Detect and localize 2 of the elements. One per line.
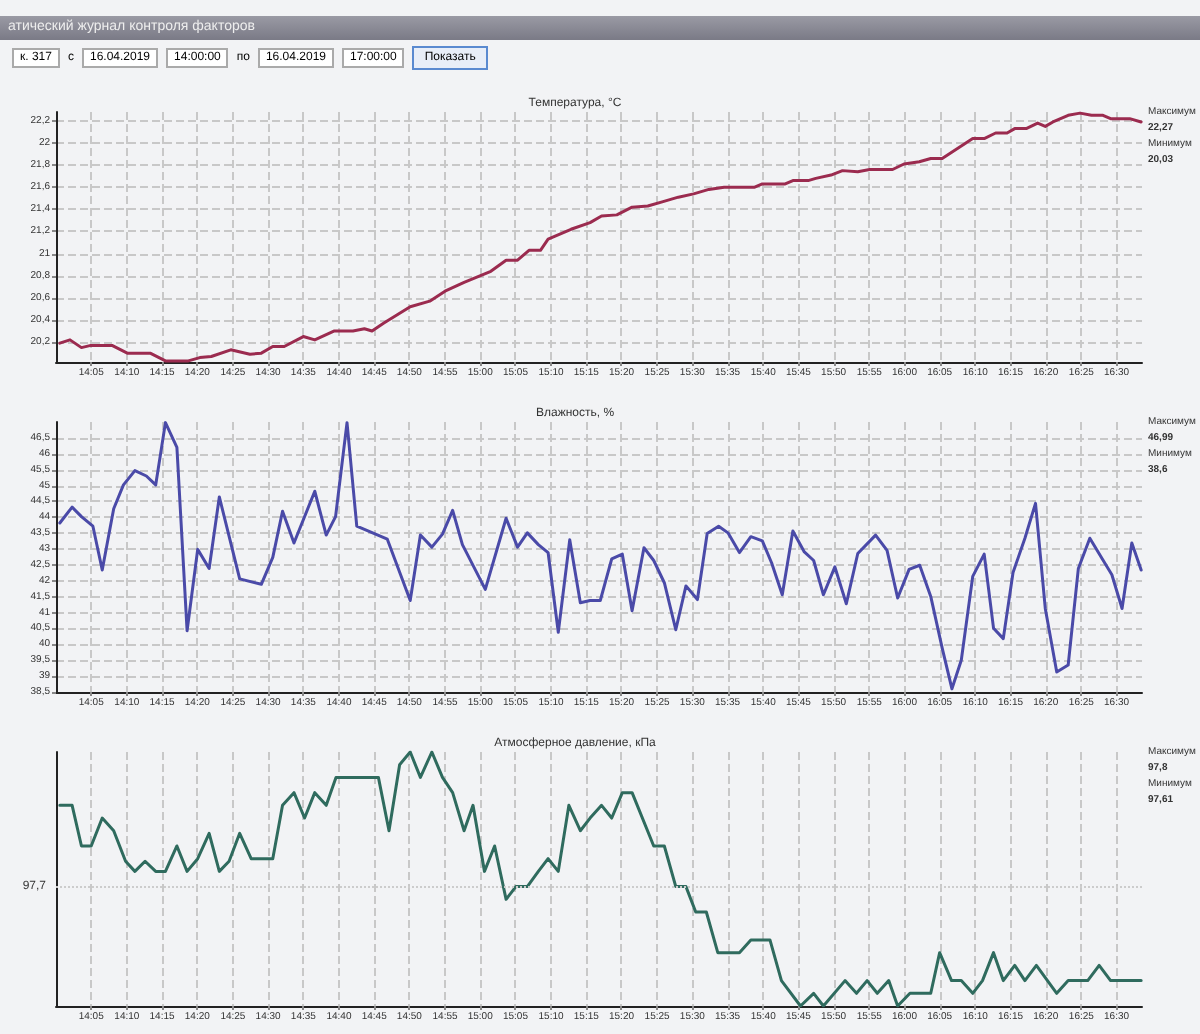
line-series xyxy=(58,111,1143,363)
line-series xyxy=(58,421,1143,691)
